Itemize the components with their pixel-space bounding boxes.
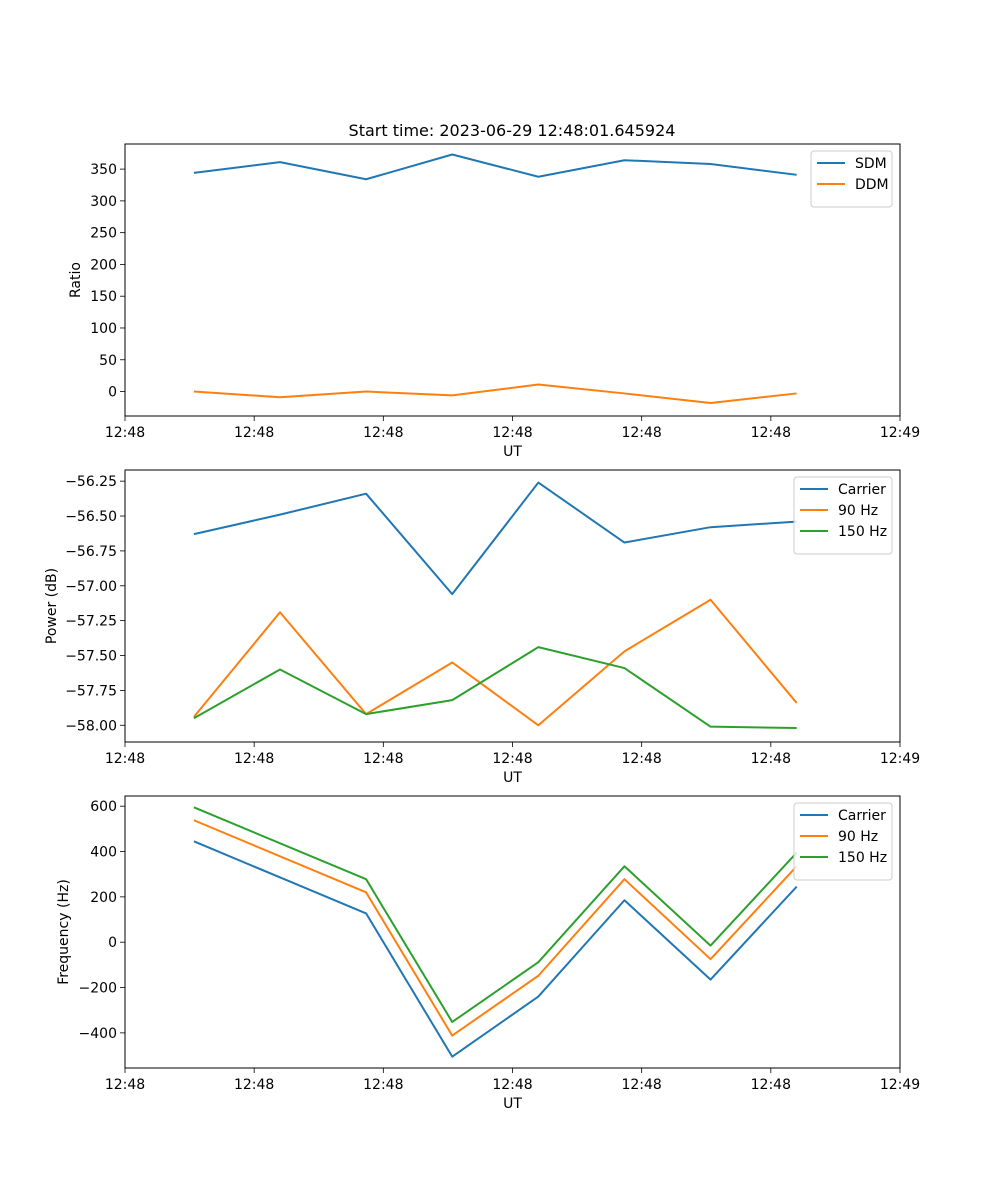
y-tick-label: −57.25 — [65, 614, 117, 630]
legend-label: 90 Hz — [838, 829, 878, 845]
panel-2: 12:48 12:48 12:48 12:48 12:48 12:48 12:49 −58.0… — [44, 469, 920, 786]
legend: Carrier 90 Hz 150 Hz — [793, 802, 893, 881]
series-line-carrier — [193, 840, 798, 1058]
legend-label: Carrier — [838, 482, 886, 498]
x-axis-label: UT — [503, 444, 522, 460]
legend: Carrier 90 Hz 150 Hz — [793, 476, 893, 555]
legend-label: 150 Hz — [838, 850, 887, 866]
panel-1: 12:48 12:48 12:48 12:48 12:48 12:48 12:49 0 50 10… — [68, 143, 920, 460]
series-line-150-hz — [193, 646, 797, 730]
y-tick-label: 300 — [90, 194, 117, 210]
x-tick-label: 12:49 — [880, 751, 920, 767]
x-tick-label: 12:48 — [492, 1077, 532, 1093]
y-tick-label: 200 — [90, 890, 117, 906]
y-axis-label: Power (dB) — [44, 568, 60, 644]
legend-label: Carrier — [838, 808, 886, 824]
series-line-90-hz — [193, 598, 798, 727]
x-axis-label: UT — [503, 770, 522, 786]
series-line-carrier — [193, 481, 797, 596]
figure-title: Start time: 2023-06-29 12:48:01.645924 — [349, 121, 676, 140]
y-tick-label: 100 — [90, 321, 117, 337]
y-tick-label: −56.25 — [65, 474, 117, 490]
y-tick-label: −58.00 — [65, 718, 117, 734]
x-tick-label: 12:48 — [751, 425, 791, 441]
x-tick-label: 12:48 — [621, 1077, 661, 1093]
x-tick-label: 12:48 — [105, 1077, 145, 1093]
series-line-sdm — [193, 153, 797, 181]
panel-3: 12:48 12:48 12:48 12:48 12:48 12:48 12:49 −400 −… — [56, 795, 920, 1112]
x-tick-label: 12:48 — [234, 1077, 274, 1093]
plot-area — [124, 469, 901, 743]
x-tick-label: 12:48 — [751, 1077, 791, 1093]
legend-box — [793, 476, 893, 555]
y-tick-label: 350 — [90, 162, 117, 178]
y-tick-label: −56.75 — [65, 544, 117, 560]
x-tick-label: 12:48 — [234, 425, 274, 441]
y-tick-label: 600 — [90, 799, 117, 815]
y-tick-label: 0 — [108, 935, 117, 951]
x-tick-label: 12:48 — [363, 425, 403, 441]
x-axis-label: UT — [503, 1096, 522, 1112]
chart-panels: 12:48 12:48 12:48 12:48 12:48 12:48 12:49 0 50 10… — [44, 143, 920, 1112]
y-tick-label: 0 — [108, 385, 117, 401]
legend-label: SDM — [855, 156, 887, 172]
x-tick-label: 12:48 — [363, 751, 403, 767]
x-tick-label: 12:48 — [363, 1077, 403, 1093]
x-tick-label: 12:49 — [880, 1077, 920, 1093]
y-axis-label: Frequency (Hz) — [56, 879, 72, 985]
y-tick-label: 200 — [90, 257, 117, 273]
y-tick-label: 400 — [90, 845, 117, 861]
series-line-150-hz — [193, 806, 798, 1023]
series-line-ddm — [193, 383, 797, 404]
series-line-90-hz — [193, 819, 798, 1037]
legend-label: 150 Hz — [838, 524, 887, 540]
x-tick-label: 12:48 — [105, 751, 145, 767]
legend-label: 90 Hz — [838, 503, 878, 519]
legend-label: DDM — [855, 177, 889, 193]
y-tick-label: −200 — [79, 981, 117, 997]
y-tick-label: 250 — [90, 226, 117, 242]
y-tick-label: 50 — [99, 353, 117, 369]
legend-box — [810, 150, 893, 208]
y-axis-label: Ratio — [68, 262, 84, 298]
legend-box — [793, 802, 893, 881]
y-tick-label: −56.50 — [65, 509, 117, 525]
plot-area — [124, 795, 901, 1069]
x-tick-label: 12:48 — [621, 751, 661, 767]
x-tick-label: 12:48 — [751, 751, 791, 767]
y-tick-label: −57.50 — [65, 649, 117, 665]
x-tick-label: 12:48 — [621, 425, 661, 441]
plot-area — [124, 143, 901, 417]
x-tick-label: 12:48 — [105, 425, 145, 441]
y-tick-label: −57.00 — [65, 579, 117, 595]
x-tick-label: 12:48 — [492, 425, 532, 441]
y-tick-label: 150 — [90, 289, 117, 305]
x-tick-label: 12:48 — [234, 751, 274, 767]
y-tick-label: −57.75 — [65, 683, 117, 699]
y-tick-label: −400 — [79, 1026, 117, 1042]
x-tick-label: 12:49 — [880, 425, 920, 441]
legend: SDM DDM — [810, 150, 893, 208]
x-tick-label: 12:48 — [492, 751, 532, 767]
